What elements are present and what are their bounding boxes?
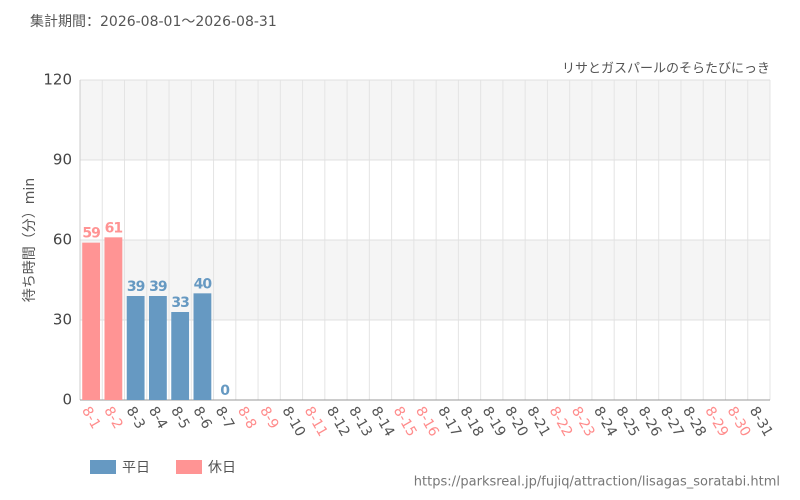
y-tick-label: 60	[53, 231, 72, 249]
legend-label: 休日	[208, 460, 236, 476]
data-label: 40	[194, 276, 213, 292]
y-tick-label: 0	[62, 391, 72, 409]
y-tick-label: 30	[53, 311, 72, 329]
bar	[171, 312, 190, 400]
data-label: 61	[105, 220, 123, 236]
data-label: 59	[82, 226, 100, 242]
legend-swatch	[90, 460, 116, 474]
legend-label: 平日	[122, 460, 150, 476]
grid-band	[80, 80, 770, 160]
x-tick-label: 8-1	[78, 404, 103, 432]
data-label: 39	[127, 279, 145, 295]
header: 集計期間：2026-08-01～2026-08-31	[30, 13, 277, 30]
data-label: 33	[171, 295, 189, 311]
x-tick-label: 8-8	[234, 404, 259, 432]
x-tick-label: 8-31	[746, 404, 776, 440]
bar	[149, 296, 167, 400]
legend-swatch	[176, 460, 202, 474]
subtitle: リサとガスパールのそらたびにっき	[562, 62, 770, 77]
data-label: 0	[220, 383, 230, 399]
bar	[126, 296, 145, 400]
x-tick-label: 8-9	[256, 404, 281, 432]
source: https://parksreal.jp/fujiq/attraction/li…	[414, 475, 780, 490]
bar	[193, 293, 212, 400]
x-tick-label: 8-5	[167, 404, 192, 432]
y-axis-label: 待ち時間（分）min	[22, 178, 38, 302]
bar	[82, 242, 101, 400]
x-tick-label: 8-6	[189, 404, 214, 432]
y-tick-label: 90	[53, 151, 72, 169]
bar	[104, 237, 123, 400]
data-label: 39	[149, 279, 167, 295]
x-tick-label: 8-3	[123, 404, 148, 432]
x-tick-label: 8-4	[145, 404, 170, 432]
x-tick-label: 8-7	[212, 404, 237, 432]
x-tick-label: 8-2	[100, 404, 125, 432]
y-tick-label: 120	[43, 71, 72, 89]
